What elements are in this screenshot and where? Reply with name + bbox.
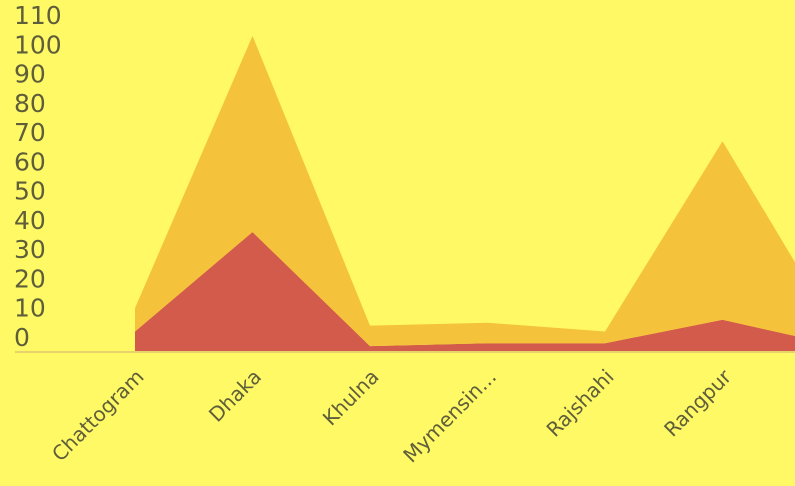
- y-tick-label: 20: [14, 264, 46, 293]
- x-tick-label: Dhaka: [204, 365, 266, 427]
- y-tick-label: 30: [14, 235, 46, 264]
- x-tick-label: Khulna: [318, 365, 384, 431]
- y-tick-label: 60: [14, 147, 46, 176]
- y-tick-label: 10: [14, 294, 46, 323]
- y-tick-label: 50: [14, 177, 46, 206]
- area: [135, 35, 795, 347]
- y-tick-label: 110: [14, 1, 62, 30]
- y-tick-label: 80: [14, 89, 46, 118]
- y-tick-label: 90: [14, 60, 46, 89]
- x-tick-label: Mymensin...: [398, 365, 501, 468]
- x-tick-label: Chattogram: [47, 365, 148, 466]
- x-tick-label: Rajshahi: [542, 365, 619, 442]
- area: [135, 231, 795, 352]
- x-tick-label: Rangpur: [659, 364, 736, 441]
- y-tick-label: 40: [14, 206, 46, 235]
- y-tick-label: 0: [14, 323, 30, 352]
- y-tick-label: 100: [14, 30, 62, 59]
- y-tick-label: 70: [14, 118, 46, 147]
